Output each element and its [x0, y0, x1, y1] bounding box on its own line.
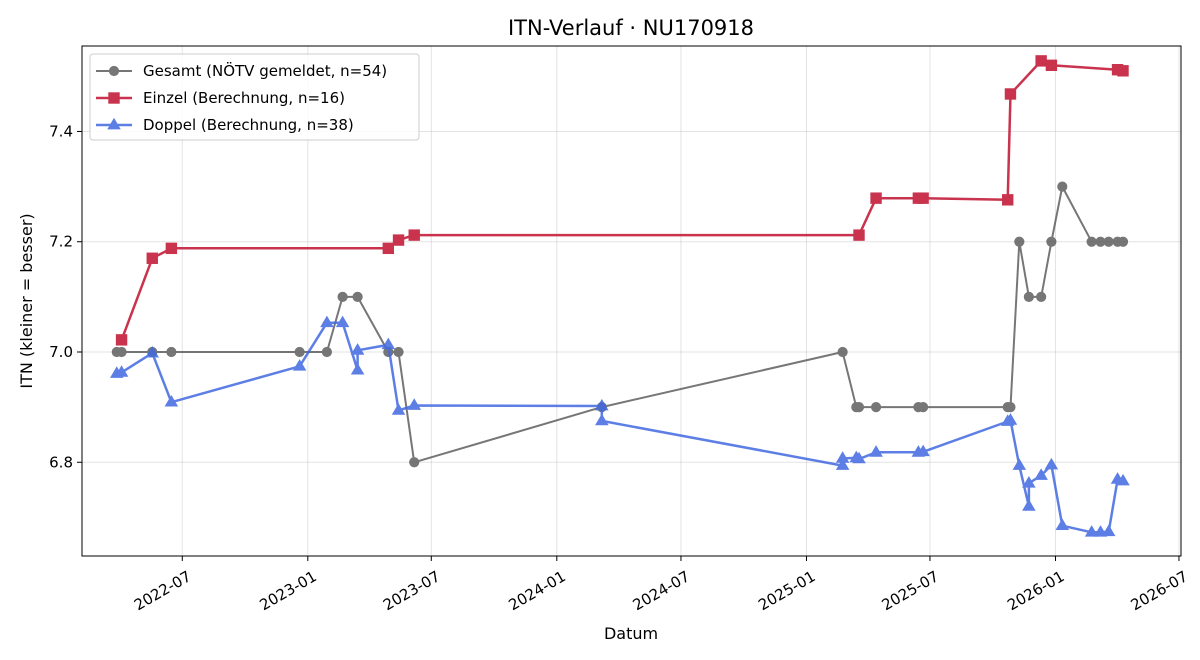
data-point — [1044, 457, 1059, 470]
data-point — [1103, 236, 1114, 247]
data-point — [835, 451, 850, 463]
legend-box — [89, 53, 420, 141]
legend: Gesamt (NÖTV gemeldet, n=54) Einzel (Bere… — [89, 53, 420, 141]
x-axis-label: Datum — [604, 624, 658, 643]
data-point — [595, 413, 609, 426]
data-point — [1023, 291, 1034, 302]
data-point — [1057, 181, 1068, 192]
plot-frame — [81, 45, 1182, 557]
data-point — [393, 346, 404, 358]
data-point — [320, 315, 334, 328]
data-point — [1022, 476, 1036, 488]
data-point — [292, 359, 307, 371]
data-point — [853, 402, 865, 413]
data-point — [1046, 236, 1057, 247]
x-tick-label: 2023-01 — [257, 567, 320, 614]
legend-marker — [107, 117, 121, 130]
data-point — [115, 334, 128, 346]
legend-label: Gesamt (NÖTV gemeldet, n=54) — [143, 61, 387, 80]
data-point — [1003, 413, 1018, 425]
data-point — [335, 315, 350, 328]
data-point — [382, 242, 395, 255]
data-point — [165, 242, 178, 255]
x-tick-label: 2025-01 — [755, 567, 818, 614]
legend-marker — [108, 65, 120, 77]
legend-entry — [96, 65, 132, 77]
data-point — [145, 345, 160, 358]
data-point — [391, 403, 406, 415]
x-tick-label: 2022-07 — [131, 567, 194, 614]
series-square — [115, 55, 1129, 346]
x-axis: 2022-07 2023-01 2023-07 2024-01 2024-07 2025-… — [131, 556, 1191, 614]
data-point — [1014, 236, 1025, 247]
x-tick-label: 2023-07 — [380, 567, 443, 614]
y-axis-label: ITN (kleiner = besser) — [17, 213, 36, 388]
series-layer — [110, 55, 1130, 537]
data-point — [352, 291, 363, 302]
data-point — [1004, 88, 1017, 100]
data-point — [918, 402, 929, 413]
data-point — [1002, 194, 1014, 206]
data-point — [837, 346, 848, 358]
y-tick-label: 7.2 — [49, 233, 73, 251]
data-point — [381, 337, 396, 350]
data-point — [1117, 236, 1129, 247]
data-point — [1086, 236, 1097, 247]
data-point — [392, 234, 405, 246]
data-point — [407, 398, 421, 410]
legend-entry — [96, 117, 132, 130]
series-line — [116, 321, 1124, 534]
x-tick-label: 2024-07 — [630, 567, 693, 614]
data-point — [852, 451, 866, 464]
data-point — [350, 363, 365, 375]
legend-marker — [108, 92, 120, 104]
legend-label: Einzel (Berechnung, n=16) — [143, 89, 345, 107]
data-point — [916, 444, 930, 457]
data-point — [408, 229, 420, 241]
data-point — [869, 445, 883, 457]
series-line — [116, 185, 1123, 464]
data-point — [294, 346, 305, 358]
series-triangle — [110, 315, 1130, 537]
data-point — [409, 457, 420, 468]
data-point — [1117, 65, 1129, 77]
data-point — [1116, 473, 1130, 486]
x-tick-label: 2026-07 — [1128, 567, 1191, 614]
data-point — [595, 398, 609, 411]
data-point — [166, 346, 177, 358]
data-point — [146, 252, 158, 264]
data-point — [350, 343, 365, 355]
data-point — [1084, 525, 1099, 537]
data-point — [114, 365, 129, 377]
y-tick-label: 7.0 — [49, 343, 73, 361]
data-point — [116, 346, 127, 358]
data-point — [321, 346, 333, 358]
x-tick-label: 2024-01 — [506, 567, 569, 614]
data-point — [870, 192, 882, 204]
data-point — [337, 291, 348, 302]
x-tick-label: 2025-07 — [879, 567, 942, 614]
data-point — [853, 229, 865, 241]
data-point — [870, 402, 882, 413]
data-point — [1045, 59, 1058, 71]
data-point — [1034, 468, 1048, 480]
data-point — [835, 458, 850, 470]
data-point — [1022, 499, 1036, 511]
data-point — [1036, 291, 1047, 302]
data-point — [1012, 458, 1027, 470]
data-point — [164, 394, 179, 407]
data-point — [917, 192, 929, 204]
y-tick-label: 6.8 — [49, 453, 73, 471]
y-tick-label: 7.4 — [49, 122, 73, 140]
x-tick-label: 2026-01 — [1004, 567, 1067, 614]
legend-entry — [96, 92, 132, 104]
legend-label: Doppel (Berechnung, n=38) — [143, 116, 354, 134]
y-axis: 6.8 7.0 7.2 7.4 — [49, 122, 82, 471]
chart-title: ITN-Verlauf · NU170918 — [508, 16, 754, 40]
data-point — [1035, 55, 1047, 67]
data-point — [1101, 524, 1116, 537]
data-point — [1055, 518, 1070, 531]
data-point — [1005, 402, 1016, 413]
